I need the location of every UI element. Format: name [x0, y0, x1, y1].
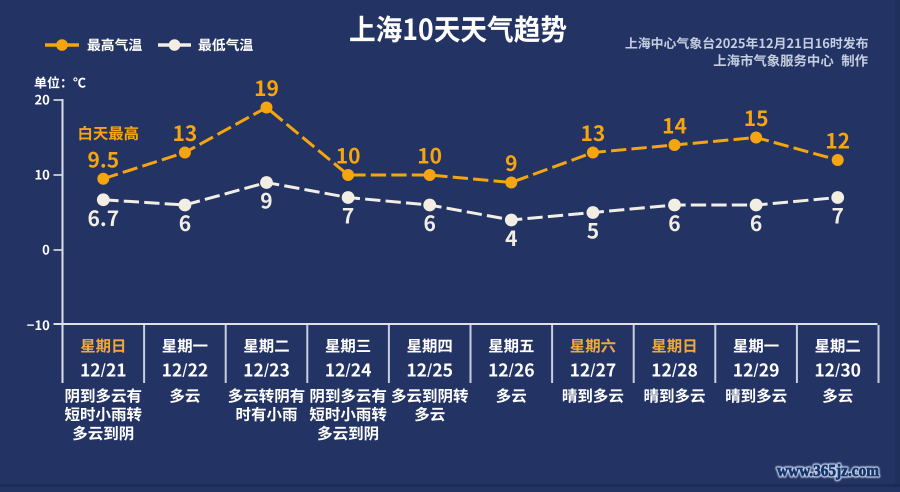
- svg-text:14: 14: [662, 111, 687, 141]
- svg-text:6: 6: [179, 208, 191, 238]
- svg-text:短时小雨转: 短时小雨转: [65, 403, 143, 425]
- svg-text:15: 15: [744, 103, 769, 133]
- svg-text:多云到阴: 多云到阴: [72, 422, 134, 444]
- svg-text:单位：℃: 单位：℃: [34, 73, 86, 92]
- svg-text:12: 12: [825, 126, 850, 156]
- svg-text:晴到多云: 晴到多云: [725, 384, 787, 406]
- svg-text:最高气温: 最高气温: [87, 34, 142, 54]
- svg-text:星期一: 星期一: [733, 335, 779, 357]
- svg-text:多云到阴: 多云到阴: [317, 422, 379, 444]
- svg-text:12/22: 12/22: [162, 358, 209, 383]
- svg-text:0: 0: [42, 240, 50, 259]
- svg-text:12/23: 12/23: [243, 358, 290, 383]
- svg-text:www.365jz.com: www.365jz.com: [777, 461, 879, 480]
- svg-text:上海中心气象台2025年12月21日16时发布: 上海中心气象台2025年12月21日16时发布: [625, 33, 869, 52]
- svg-text:阴到多云有: 阴到多云有: [65, 384, 143, 406]
- svg-text:9.5: 9.5: [87, 144, 119, 174]
- svg-text:9: 9: [505, 148, 517, 178]
- svg-text:6: 6: [750, 208, 762, 238]
- svg-text:6.7: 6.7: [87, 203, 119, 233]
- svg-text:19: 19: [254, 73, 279, 103]
- svg-text:20: 20: [34, 90, 50, 109]
- svg-text:7: 7: [832, 201, 844, 231]
- svg-text:白天最高: 白天最高: [78, 122, 140, 144]
- svg-text:13: 13: [173, 118, 198, 148]
- svg-text:星期二: 星期二: [815, 335, 861, 357]
- svg-text:−10: −10: [27, 315, 50, 334]
- svg-text:多云: 多云: [822, 384, 853, 406]
- svg-text:4: 4: [505, 223, 517, 253]
- svg-text:短时小雨转: 短时小雨转: [309, 403, 387, 425]
- svg-text:6: 6: [668, 208, 680, 238]
- svg-text:星期日: 星期日: [651, 335, 697, 357]
- svg-text:多云: 多云: [414, 403, 445, 425]
- svg-text:星期六: 星期六: [570, 335, 616, 357]
- svg-text:最低气温: 最低气温: [198, 34, 253, 54]
- svg-text:多云到阴转: 多云到阴转: [391, 384, 469, 406]
- svg-text:时有小雨: 时有小雨: [235, 403, 297, 425]
- svg-text:星期二: 星期二: [243, 335, 289, 357]
- svg-text:12/21: 12/21: [80, 358, 127, 383]
- svg-text:星期三: 星期三: [325, 335, 371, 357]
- svg-text:6: 6: [424, 208, 436, 238]
- svg-text:10: 10: [417, 141, 442, 171]
- svg-text:www.365jz.com: www.365jz.com: [777, 461, 879, 480]
- svg-text:星期五: 星期五: [488, 335, 534, 357]
- svg-text:13: 13: [581, 118, 606, 148]
- svg-text:晴到多云: 晴到多云: [562, 384, 624, 406]
- svg-text:星期一: 星期一: [162, 335, 208, 357]
- svg-text:多云: 多云: [169, 384, 200, 406]
- svg-text:多云: 多云: [496, 384, 527, 406]
- svg-text:7: 7: [342, 201, 354, 231]
- svg-text:晴到多云: 晴到多云: [643, 384, 705, 406]
- svg-text:星期四: 星期四: [407, 335, 453, 357]
- svg-text:上海10天天气趋势: 上海10天天气趋势: [349, 7, 567, 49]
- svg-text:9: 9: [260, 186, 272, 216]
- svg-text:阴到多云有: 阴到多云有: [309, 384, 387, 406]
- svg-text:10: 10: [34, 165, 50, 184]
- svg-text:10: 10: [336, 141, 361, 171]
- svg-text:多云转阴有: 多云转阴有: [228, 384, 306, 406]
- svg-text:星期日: 星期日: [80, 335, 126, 357]
- svg-text:5: 5: [587, 216, 599, 246]
